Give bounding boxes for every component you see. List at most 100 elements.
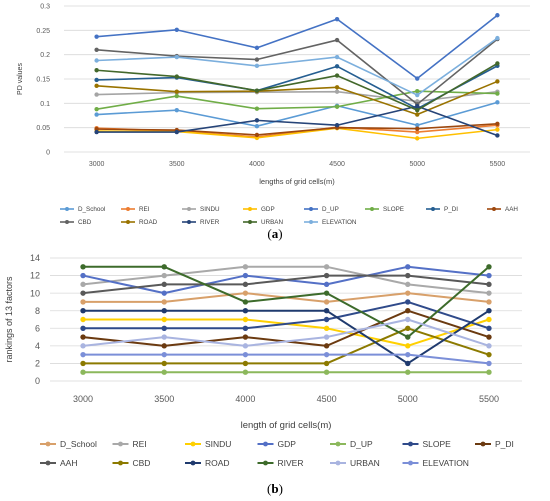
legend-swatch-marker [45,441,51,447]
data-point [254,57,260,62]
legend-item: ELEVATION [304,219,357,226]
legend-swatch-marker [248,220,252,224]
legend-item: D_School [40,439,97,449]
data-point [94,47,99,52]
data-point [323,325,330,331]
legend-swatch-marker [45,460,51,466]
legend-label: ROAD [139,219,158,226]
legend-item: AAH [40,458,77,468]
y-tick-label: 6 [35,323,40,333]
data-point [495,13,500,18]
legend-item: REI [121,206,150,213]
data-point [486,343,492,349]
x-tick-label: 4000 [235,394,255,404]
legend-item: RIVER [182,219,220,226]
legend-item: ELEVATION [402,458,469,468]
data-point [161,360,167,367]
data-point [94,58,99,63]
legend-item: SLOPE [402,439,451,449]
legend-label: RIVER [278,458,304,468]
series-rei [80,264,492,296]
legend-swatch-marker [408,460,413,466]
data-point [242,343,249,349]
series-elevation [94,35,500,98]
series-line [82,265,490,295]
data-point [334,104,340,109]
y-tick-label: 0.15 [36,76,50,83]
data-point [94,112,99,117]
x-tick-label: 4500 [317,394,337,404]
legend-swatch-marker [492,207,496,211]
data-point [405,316,411,323]
y-tick-label: 0.1 [40,101,50,108]
data-point [242,334,249,340]
data-point [161,369,167,375]
legend-swatch-marker [480,441,486,447]
data-point [242,369,249,375]
legend-label: REI [133,439,147,449]
data-point [334,64,340,69]
data-point [415,76,420,81]
panel-caption: (a) [267,226,282,241]
data-point [405,299,411,305]
y-tick-label: 0.25 [36,28,50,35]
series-line [83,309,490,365]
data-point [80,316,86,323]
data-point [80,308,86,314]
data-point [242,290,249,296]
series-river [80,264,492,340]
data-point [161,272,167,279]
data-point [334,89,340,94]
legend-swatch-marker [309,220,313,224]
data-point [94,129,99,135]
legend-label: CBD [133,458,151,468]
legend-label: URBAN [350,458,380,468]
data-point [161,325,167,331]
legend-label: SINDU [205,439,231,449]
legend-label: D_UP [350,439,373,449]
data-point [495,35,500,41]
legend-item: ROAD [121,219,158,226]
data-point [405,308,411,314]
legend-swatch-marker [187,207,191,211]
data-point [334,54,340,60]
data-point [415,112,420,117]
data-point [486,369,492,375]
legend-swatch-marker [263,441,268,447]
series-road [94,79,500,117]
data-point [161,343,167,349]
legend-label: GDP [278,439,297,449]
data-point [415,104,420,109]
legend-item: SINDU [185,439,231,449]
data-point [334,123,340,128]
legend-label: D_School [60,439,97,449]
data-point [323,281,330,288]
legend: D_School REI SINDU GDP D_UP SLOPE P_DI AAH CBD RO… [40,439,514,468]
series-river [94,104,500,138]
data-point [323,299,330,305]
data-point [334,73,340,78]
data-point [242,299,249,305]
data-point [495,121,500,126]
data-point [415,92,420,98]
legend-label: ELEVATION [322,219,357,226]
chart-panel-a: 0 0.05 0.1 0.15 0.2 0.25 0.3 3000 3500 4000 4500 50… [17,3,530,241]
data-point [174,27,179,33]
legend-label: GDP [261,206,275,213]
data-point [495,79,500,84]
series-urban [94,61,500,113]
data-point [254,118,260,123]
data-point [405,360,411,367]
data-point [94,83,99,89]
data-point [254,63,260,69]
y-tick-label: 0 [46,149,50,156]
data-point [80,325,86,331]
y-tick-label: 10 [30,288,40,298]
x-tick-label: 4500 [329,161,345,168]
data-point [80,299,86,305]
data-point [242,308,249,314]
legend-swatch-marker [408,441,413,447]
data-point [161,316,167,323]
series-elevation [80,351,492,367]
